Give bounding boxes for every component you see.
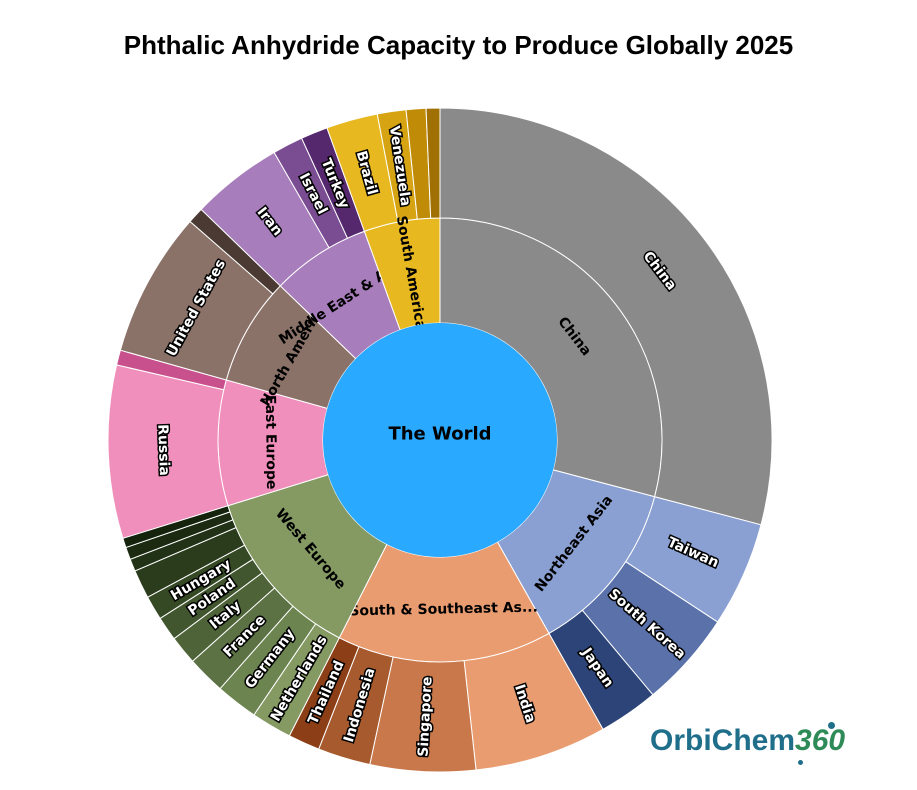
region-label-east-europe: East Europe xyxy=(262,395,279,490)
country-arc-china[interactable] xyxy=(439,107,773,526)
country-label-singapore: Singapore xyxy=(415,676,435,757)
logo-dot-top xyxy=(828,722,835,729)
center-circle[interactable] xyxy=(323,323,557,557)
logo-dot-bottom xyxy=(798,760,803,765)
logo-brand: OrbiChem xyxy=(650,724,796,757)
country-arc-south-america-other-3[interactable] xyxy=(425,107,441,219)
chart-title: Phthalic Anhydride Capacity to Produce G… xyxy=(123,30,794,60)
region-label-south-southeast-as: South & Southeast As... xyxy=(349,599,538,619)
country-label-russia: Russia xyxy=(154,424,172,476)
logo-number: 360 xyxy=(795,724,846,757)
orbichem-logo: OrbiChem360 xyxy=(650,722,846,765)
center-label: The World xyxy=(388,424,491,445)
